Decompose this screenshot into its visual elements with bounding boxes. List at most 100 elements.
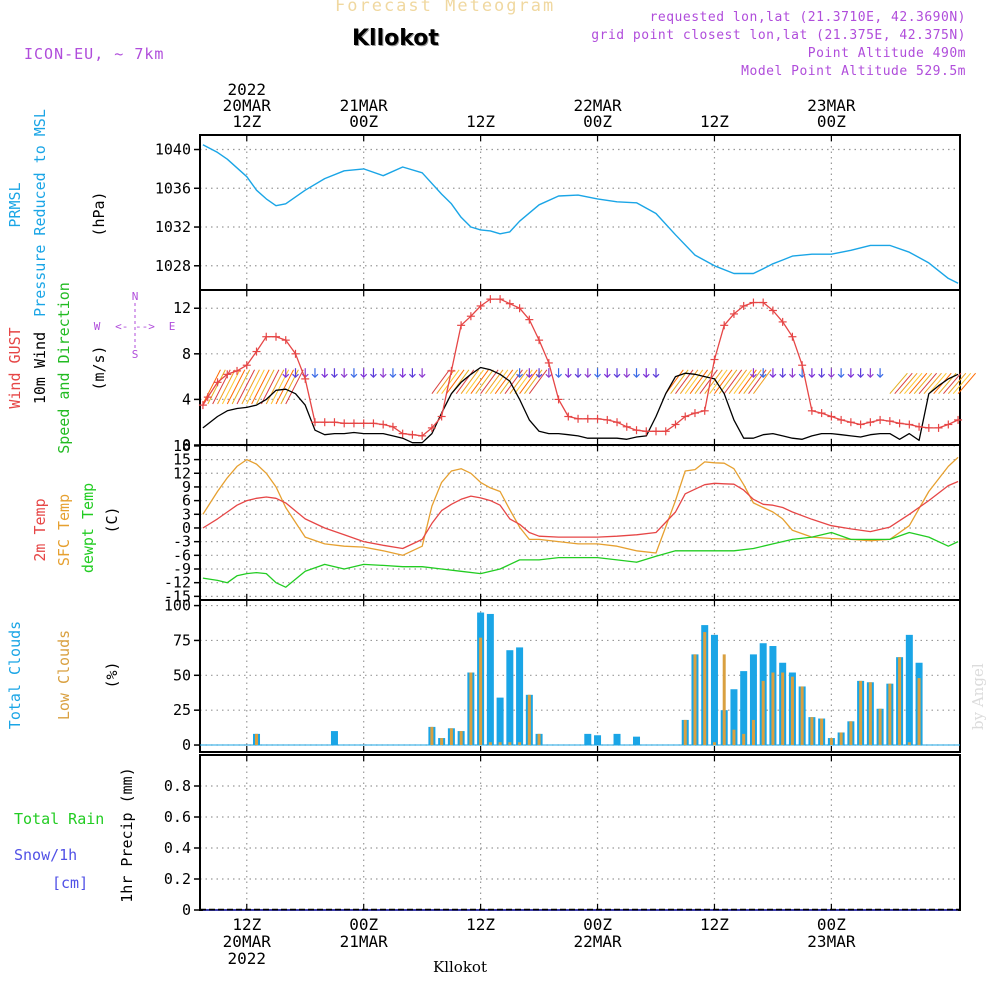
wind-hatch bbox=[889, 372, 908, 395]
ytick-label: -6 bbox=[173, 546, 191, 564]
low-cloud-bar bbox=[771, 672, 775, 746]
wind-hatch bbox=[947, 372, 967, 395]
wind-dir-arrowhead bbox=[750, 373, 757, 379]
wind-hatch bbox=[723, 369, 743, 395]
low-cloud-bar bbox=[508, 742, 512, 746]
ytick-label: 0 bbox=[182, 436, 191, 454]
ytick-label: -15 bbox=[164, 587, 191, 605]
ytick-label: 1040 bbox=[155, 141, 191, 159]
wind-dir-arrowhead bbox=[759, 373, 767, 379]
low-cloud-bar bbox=[849, 721, 853, 746]
wind-hatch bbox=[446, 369, 465, 395]
wind-hatch bbox=[943, 372, 962, 395]
ytick-label: 1036 bbox=[155, 179, 191, 197]
wind-hatch bbox=[499, 369, 519, 395]
wind-dir-arrowhead bbox=[408, 373, 416, 379]
wind-dir-arrowhead bbox=[876, 373, 884, 379]
time-label-bottom: 20MAR bbox=[223, 932, 272, 951]
time-label-bottom: 00Z bbox=[817, 915, 846, 934]
low-cloud-bar bbox=[732, 729, 736, 746]
ytick-label: 18 bbox=[173, 437, 191, 455]
wind-dir-arrowhead bbox=[613, 373, 621, 379]
total-cloud-bar bbox=[710, 634, 718, 746]
wind-dir-arrowhead bbox=[340, 373, 348, 379]
ytick-label: 0.2 bbox=[164, 870, 191, 888]
wind-dir-arrowhead bbox=[847, 373, 855, 379]
wind-dir-arrowhead bbox=[331, 373, 338, 379]
wind-hatch bbox=[704, 369, 723, 395]
ytick-label: 8 bbox=[182, 345, 191, 363]
wind-dir-arrowhead bbox=[418, 373, 426, 379]
label-10m-wind: 10m Wind bbox=[31, 332, 49, 404]
total-cloud-bar bbox=[516, 647, 524, 746]
wind-hatch bbox=[441, 369, 460, 395]
wind-dir-arrowhead bbox=[525, 373, 533, 379]
time-label-top: 00Z bbox=[817, 112, 846, 131]
wind-dir-arrowhead bbox=[311, 373, 319, 379]
time-label-top: 23MAR bbox=[807, 96, 856, 115]
wind-dir-arrowhead bbox=[321, 373, 329, 379]
wind-dir-arrowhead bbox=[399, 373, 407, 379]
label-total-clouds: Total Clouds bbox=[6, 621, 24, 729]
low-cloud-bar bbox=[498, 742, 502, 746]
wind-hatch bbox=[285, 369, 304, 405]
wind-hatch bbox=[913, 372, 933, 395]
wind-dir-arrowhead bbox=[633, 373, 640, 379]
wind-hatch bbox=[694, 369, 713, 395]
total-cloud-bar bbox=[730, 689, 738, 746]
total-cloud-bar bbox=[330, 731, 338, 746]
wind-hatch bbox=[251, 369, 270, 405]
wind-hatch bbox=[753, 369, 772, 395]
time-label-bottom: 00Z bbox=[583, 915, 612, 934]
wind-dir-arrowhead bbox=[370, 373, 377, 379]
low-cloud-bar bbox=[488, 742, 492, 746]
low-cloud-bar bbox=[712, 742, 716, 746]
wind-hatch bbox=[899, 372, 918, 395]
low-cloud-bar bbox=[878, 708, 882, 746]
wind-dir-arrowhead bbox=[818, 373, 826, 379]
wind-hatch bbox=[743, 369, 762, 395]
dewpt-line bbox=[202, 531, 959, 588]
panel-frame-pressure bbox=[199, 134, 961, 291]
wind-dir-arrowhead bbox=[642, 373, 650, 379]
wind-hatch bbox=[528, 369, 548, 395]
wind-hatch bbox=[475, 369, 494, 395]
low-cloud-bar bbox=[859, 680, 863, 746]
low-cloud-bar bbox=[917, 678, 921, 746]
ytick-label: -12 bbox=[164, 574, 191, 592]
info-line-3: Point Altitude 490m bbox=[807, 46, 966, 61]
ytick-label: 1032 bbox=[155, 218, 191, 236]
legend-total-rain: Total Rain bbox=[14, 810, 104, 828]
ytick-label: 3 bbox=[182, 505, 191, 523]
total-cloud-bar bbox=[496, 697, 504, 746]
watermark: by Angel bbox=[969, 663, 987, 730]
low-cloud-bar bbox=[800, 686, 804, 746]
wind-hatch bbox=[256, 369, 275, 405]
low-cloud-bar bbox=[898, 657, 902, 746]
wind-dir-arrowhead bbox=[827, 373, 835, 379]
wind-dir-arrowhead bbox=[545, 373, 553, 379]
model-label: ICON-EU, ~ 7km bbox=[24, 45, 165, 63]
wind-dir-arrowhead bbox=[389, 373, 397, 379]
total-cloud-bar bbox=[594, 735, 602, 746]
wind-dir-arrowhead bbox=[857, 373, 865, 379]
wind-hatch bbox=[519, 369, 538, 395]
ytick-label: 0.8 bbox=[164, 777, 191, 795]
wind10m-line bbox=[202, 366, 959, 444]
wind-hatch bbox=[904, 372, 923, 395]
low-cloud-bar bbox=[790, 676, 794, 746]
panel-pressure: 1028 1032 1036 1040 bbox=[155, 134, 961, 291]
low-cloud-bar bbox=[820, 718, 824, 746]
low-cloud-bar bbox=[537, 733, 541, 746]
wind-hatch bbox=[894, 372, 913, 395]
wind-hatch bbox=[460, 369, 480, 395]
low-cloud-bar bbox=[888, 683, 892, 746]
wind-hatch bbox=[431, 369, 450, 395]
ytick-label: 9 bbox=[182, 478, 191, 496]
wind-hatch bbox=[246, 369, 265, 405]
low-cloud-bar bbox=[527, 694, 531, 746]
wind-hatch bbox=[207, 369, 226, 405]
